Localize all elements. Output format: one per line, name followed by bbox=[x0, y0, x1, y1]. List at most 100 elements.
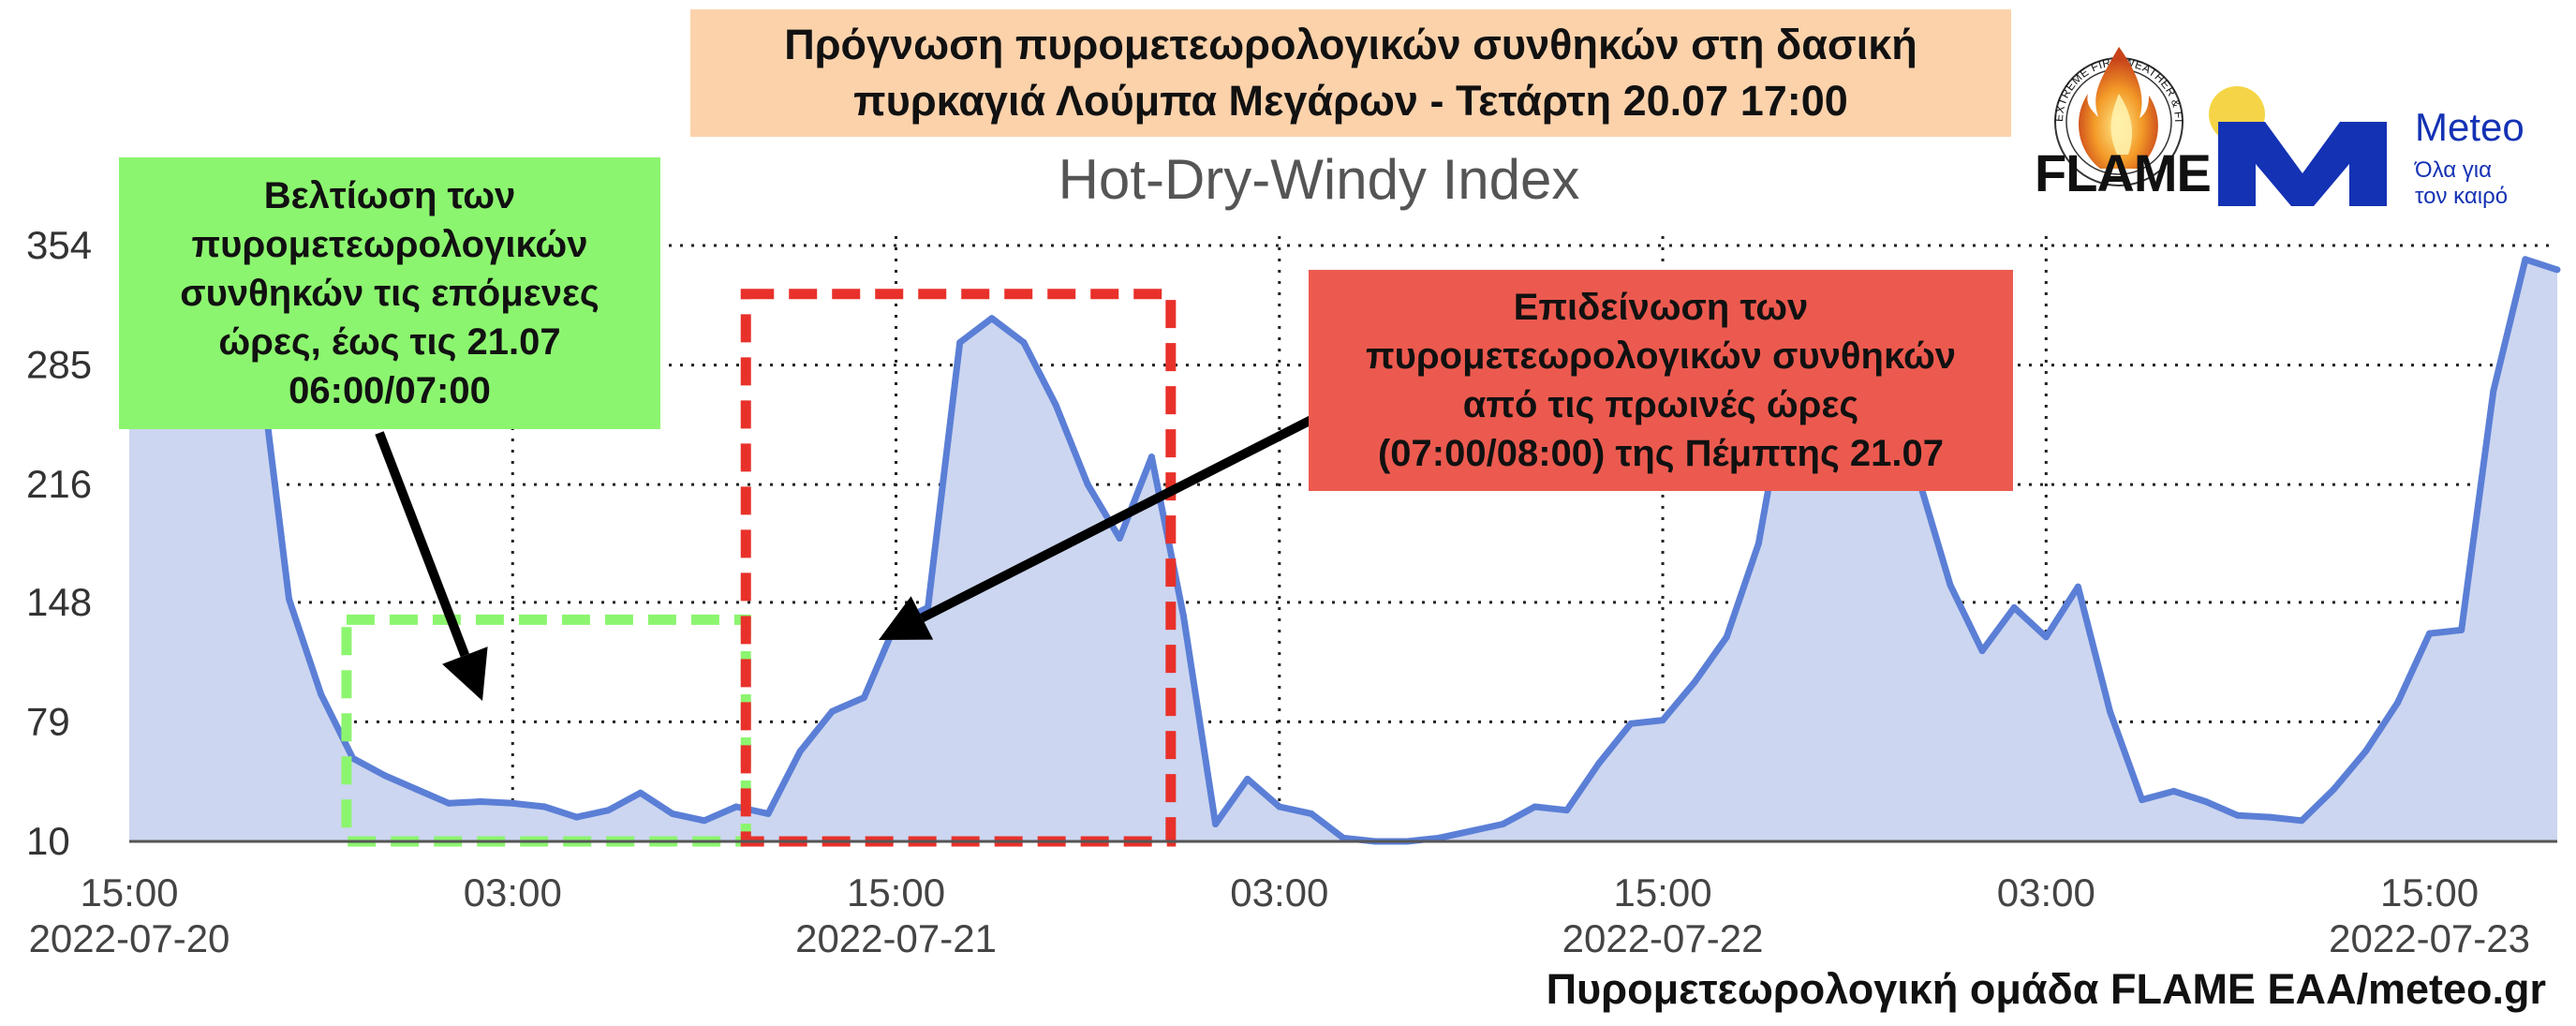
forecast-headline: Πρόγνωση πυρομετεωρολογικών συνθηκών στη… bbox=[690, 9, 2011, 137]
improvement-arrow-head bbox=[442, 647, 488, 701]
meteo-m-icon bbox=[2209, 86, 2387, 206]
credit-footer: Πυρομετεωρολογική ομάδα FLAME EAA/meteo.… bbox=[1546, 965, 2546, 1013]
hdw-point bbox=[988, 315, 996, 322]
hdw-point bbox=[796, 748, 804, 755]
hdw-point bbox=[2426, 630, 2434, 637]
hdw-point bbox=[1627, 720, 1635, 727]
hdw-point bbox=[1180, 613, 1187, 620]
hdw-point bbox=[2234, 811, 2242, 819]
hdw-point bbox=[2042, 633, 2050, 641]
meteo-tag-line-1: Όλα για bbox=[2415, 157, 2492, 183]
hdw-point bbox=[1723, 633, 1730, 641]
hdw-point bbox=[381, 772, 389, 780]
hdw-point bbox=[1244, 775, 1251, 782]
hdw-point bbox=[445, 799, 452, 807]
hdw-point bbox=[2010, 603, 2018, 611]
hdw-area-fill bbox=[129, 245, 2557, 841]
hdw-point bbox=[2458, 626, 2465, 633]
hdw-point bbox=[1308, 810, 1315, 817]
hdw-point bbox=[413, 786, 421, 793]
hdw-point bbox=[1435, 834, 1443, 841]
hdw-point bbox=[1947, 581, 1954, 588]
x-tick-time: 03:00 bbox=[464, 870, 562, 914]
hdw-point bbox=[1500, 821, 1506, 827]
hdw-point bbox=[573, 813, 580, 821]
y-tick-label: 216 bbox=[26, 462, 92, 506]
hdw-point bbox=[2361, 748, 2369, 755]
chart-title: Hot-Dry-Windy Index bbox=[1059, 148, 1580, 211]
improvement-line: πυρομετεωρολογικών bbox=[191, 224, 588, 265]
hdw-point bbox=[2107, 707, 2113, 715]
y-tick-label: 285 bbox=[26, 343, 92, 387]
y-tick-label: 79 bbox=[26, 699, 70, 743]
hdw-point bbox=[956, 339, 964, 346]
hdw-point bbox=[2074, 583, 2081, 590]
hdw-point bbox=[2394, 699, 2401, 706]
x-tick-time: 03:00 bbox=[1230, 870, 1328, 914]
x-tick-time: 15:00 bbox=[2380, 870, 2479, 914]
hdw-point bbox=[1691, 678, 1698, 686]
hdw-point bbox=[540, 803, 548, 810]
hdw-point bbox=[2139, 796, 2146, 804]
hdw-point bbox=[2330, 786, 2337, 793]
headline-line-1: Πρόγνωση πυρομετεωρολογικών συνθηκών στη… bbox=[784, 21, 1917, 68]
improvement-line: Βελτίωση των bbox=[263, 175, 516, 216]
hdw-point bbox=[828, 707, 836, 715]
hdw-point bbox=[1467, 827, 1474, 835]
hdw-point bbox=[477, 798, 484, 805]
hdw-point bbox=[1532, 803, 1539, 810]
meteo-wordmark: Meteo bbox=[2415, 105, 2524, 149]
hdw-point bbox=[1212, 821, 1220, 827]
improvement-line: συνθηκών τις επόμενες bbox=[180, 273, 600, 314]
hdw-point bbox=[1052, 401, 1059, 409]
meteo-tag-line-2: τον καιρό bbox=[2415, 184, 2509, 209]
hdw-point bbox=[1563, 807, 1571, 814]
hdw-point bbox=[1340, 834, 1347, 841]
hdw-point bbox=[1978, 647, 1986, 655]
y-tick-label: 354 bbox=[26, 223, 92, 267]
x-tick-date: 2022-07-21 bbox=[795, 916, 997, 960]
hdw-point bbox=[860, 694, 867, 701]
worsening-line: (07:00/08:00) της Πέμπτης 21.07 bbox=[1377, 433, 1944, 474]
x-tick-date: 2022-07-22 bbox=[1562, 916, 1764, 960]
worsening-line: Επιδείνωση των bbox=[1513, 287, 1809, 328]
hdw-point bbox=[764, 810, 772, 817]
hdw-point bbox=[1276, 803, 1283, 810]
hdw-point bbox=[1754, 540, 1762, 547]
hdw-point bbox=[605, 807, 613, 814]
hdw-point bbox=[2266, 813, 2273, 821]
improvement-note: Βελτίωση των πυρομετεωρολογικών συνθηκών… bbox=[119, 157, 660, 429]
meteo-tagline: Όλα για τον καιρό bbox=[2415, 157, 2565, 210]
hdw-point bbox=[2554, 266, 2561, 274]
hdw-point bbox=[669, 810, 676, 817]
arrow-layer bbox=[375, 415, 1314, 701]
hdw-point bbox=[1116, 535, 1123, 542]
worsening-note: Επιδείνωση των πυρομετεωρολογικών συνθηκ… bbox=[1309, 270, 2013, 491]
worsening-arrow-shaft bbox=[920, 415, 1314, 622]
hdw-point bbox=[318, 691, 325, 698]
improvement-line: 06:00/07:00 bbox=[289, 370, 491, 411]
worsening-arrow-head bbox=[879, 596, 934, 640]
hdw-point bbox=[286, 595, 292, 602]
improvement-line: ώρες, έως τις 21.07 bbox=[218, 321, 561, 363]
x-tick-date: 2022-07-23 bbox=[2329, 916, 2530, 960]
hdw-point bbox=[2490, 387, 2497, 394]
hdw-point bbox=[1659, 717, 1666, 724]
flame-wordmark: FLAME bbox=[2035, 143, 2212, 202]
hdw-point bbox=[1084, 481, 1091, 488]
worsening-line: πυρομετεωρολογικών συνθηκών bbox=[1366, 335, 1956, 377]
hdw-point bbox=[2522, 256, 2529, 263]
x-tick-time: 15:00 bbox=[847, 870, 945, 914]
hdw-point bbox=[2170, 787, 2178, 795]
worsening-line: από τις πρωινές ώρες bbox=[1462, 384, 1859, 425]
x-tick-date: 2022-07-20 bbox=[29, 916, 230, 960]
hdw-point bbox=[701, 817, 708, 825]
hdw-point bbox=[2298, 817, 2305, 825]
hdw-point bbox=[2202, 798, 2210, 805]
headline-line-2: πυρκαγιά Λούμπα Μεγάρων - Τετάρτη 20.07 … bbox=[853, 77, 1848, 125]
y-tick-label: 148 bbox=[26, 580, 92, 624]
